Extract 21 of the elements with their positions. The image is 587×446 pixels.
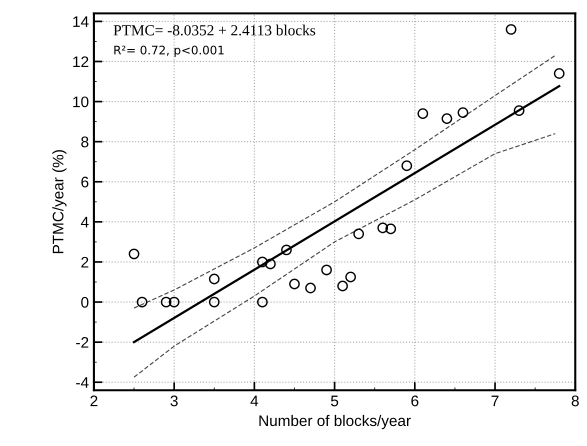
y-tick-label: 2 — [81, 256, 88, 268]
x-tick-label: 5 — [330, 396, 338, 406]
y-tick-label: 12 — [73, 56, 88, 68]
x-tick-label: 7 — [492, 396, 499, 406]
y-tick-label: 8 — [81, 136, 88, 148]
annotation: PTMC= -8.0352 + 2.4113 blocks — [114, 24, 316, 36]
x-axis-title: Number of blocks/year — [259, 414, 411, 430]
x-tick-label: 6 — [411, 396, 418, 406]
y-tick-label: -2 — [76, 337, 88, 348]
y-tick-label: 0 — [81, 296, 88, 308]
annotation: R²= 0.72, p<0.001 — [114, 46, 224, 57]
y-tick-label: 4 — [80, 216, 89, 228]
y-axis-title: PTMC/year (%) — [52, 150, 67, 254]
x-tick-label: 2 — [90, 396, 98, 406]
x-tick-label: 3 — [170, 396, 178, 406]
x-tick-label: 4 — [250, 396, 258, 406]
x-tick-label: 8 — [572, 396, 579, 406]
y-tick-label: 14 — [73, 16, 89, 27]
y-tick-label: -4 — [76, 377, 89, 388]
y-tick-label: 10 — [73, 96, 88, 108]
y-tick-label: 6 — [81, 176, 88, 188]
